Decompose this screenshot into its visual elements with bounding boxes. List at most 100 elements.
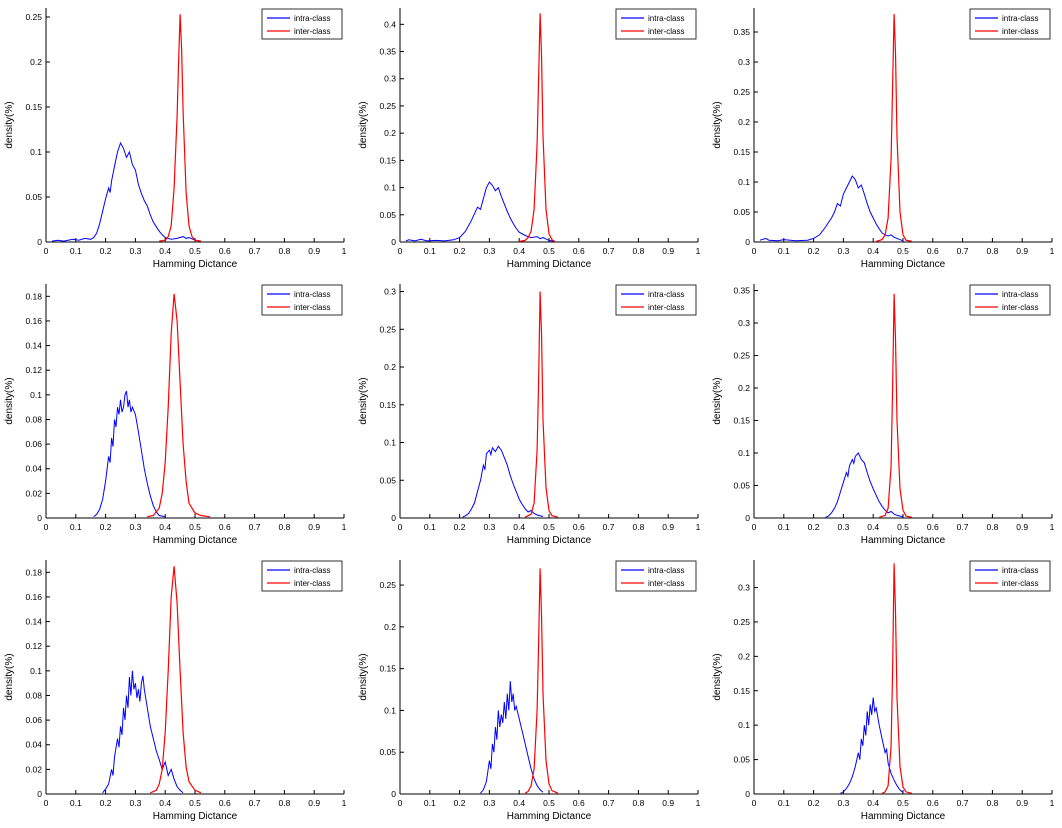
y-tick-label: 0.15 [733,416,750,426]
series-inter-class [159,14,202,242]
x-tick-label: 1 [696,798,701,808]
y-tick-label: 0.04 [25,464,42,474]
y-tick-label: 0 [391,789,396,799]
legend-label-intra-class: intra-class [1002,14,1038,23]
subplot-5: 0 0.1 0.2 0.3 0.4 0.5 0.6 0.7 0.8 0.9 1 0 0.05 0.1 0.1… [358,284,701,546]
series-intra-class [51,141,202,242]
x-tick-label: 0.1 [424,798,436,808]
legend-label-inter-class: inter-class [648,27,684,36]
x-tick-label: 0.6 [927,798,939,808]
series-inter-class [519,13,556,243]
legend-label-inter-class: inter-class [294,579,330,588]
x-tick-label: 1 [1050,246,1055,256]
y-axis-label: density(%) [4,653,15,700]
x-tick-label: 0.8 [632,246,644,256]
y-tick-label: 0.25 [733,351,750,361]
y-tick-label: 0.1 [384,438,396,448]
legend-box [261,560,343,592]
x-axis-label: Hamming Dictance [507,259,592,270]
x-tick-label: 0.6 [573,798,585,808]
y-tick-label: 0.2 [738,383,750,393]
x-tick-label: 0 [752,522,757,532]
x-tick-label: 0.2 [808,522,820,532]
y-tick-label: 0.15 [733,147,750,157]
x-tick-label: 0.2 [808,246,820,256]
y-tick-label: 0.3 [738,583,750,593]
subplot-cell-1: 0 0.1 0.2 0.3 0.4 0.5 0.6 0.7 0.8 0.9 1 0 0.05 0.1 0.1… [0,0,354,276]
subplot-9: 0 0.1 0.2 0.3 0.4 0.5 0.6 0.7 0.8 0.9 1 0 0.05 0.1 0.1… [712,560,1055,822]
subplot-cell-3: 0 0.1 0.2 0.3 0.4 0.5 0.6 0.7 0.8 0.9 1 0 0.05 0.1 0.1… [708,0,1062,276]
x-axis-label: Hamming Dictance [153,535,238,546]
x-tick-label: 0.9 [308,246,320,256]
x-tick-label: 0.4 [513,522,525,532]
x-tick-label: 0.6 [927,522,939,532]
y-tick-label: 0.06 [25,715,42,725]
x-tick-label: 0.2 [454,246,466,256]
x-tick-label: 0.6 [573,246,585,256]
subplot-cell-7: 0 0.1 0.2 0.3 0.4 0.5 0.6 0.7 0.8 0.9 1 0 0.02 0.04 0.… [0,552,354,828]
legend-label-intra-class: intra-class [294,290,330,299]
y-tick-label: 0.25 [379,580,396,590]
series-intra-class [480,681,544,794]
legend-box [615,560,697,592]
x-tick-label: 0.3 [483,522,495,532]
legend-label-inter-class: inter-class [648,579,684,588]
y-tick-label: 0.2 [384,128,396,138]
y-axis-label: density(%) [358,101,369,148]
y-tick-label: 0.3 [738,57,750,67]
series-intra-class [102,670,184,794]
x-tick-label: 0.7 [603,798,615,808]
x-tick-label: 0.5 [543,246,555,256]
x-tick-label: 0.7 [603,246,615,256]
x-tick-label: 0.1 [70,798,82,808]
x-tick-label: 0.3 [837,246,849,256]
y-tick-label: 0 [37,237,42,247]
x-tick-label: 0.9 [662,798,674,808]
y-tick-label: 0.25 [25,12,42,22]
y-axis-label: density(%) [712,653,723,700]
subplot-cell-4: 0 0.1 0.2 0.3 0.4 0.5 0.6 0.7 0.8 0.9 1 0 0.02 0.04 0.… [0,276,354,552]
x-tick-label: 0.4 [513,246,525,256]
x-tick-label: 0.4 [159,522,171,532]
y-tick-label: 0.15 [379,400,396,410]
y-tick-label: 0.25 [379,324,396,334]
y-tick-label: 0.25 [733,617,750,627]
legend-label-intra-class: intra-class [648,14,684,23]
series-intra-class [840,697,904,794]
y-tick-label: 0.02 [25,764,42,774]
x-tick-label: 0.7 [249,522,261,532]
y-tick-label: 0.15 [379,664,396,674]
y-tick-label: 0.1 [30,390,42,400]
y-tick-label: 0.15 [379,155,396,165]
y-tick-label: 0.2 [738,651,750,661]
x-tick-label: 0.1 [424,522,436,532]
x-tick-label: 0.7 [249,246,261,256]
x-tick-label: 0 [752,798,757,808]
x-tick-label: 0.8 [278,246,290,256]
x-tick-label: 1 [1050,522,1055,532]
x-tick-label: 0.1 [778,798,790,808]
y-tick-label: 0.16 [25,592,42,602]
y-tick-label: 0.12 [25,641,42,651]
x-tick-label: 0.4 [513,798,525,808]
y-tick-label: 0.3 [384,287,396,297]
x-tick-label: 0.3 [129,246,141,256]
y-tick-label: 0.1 [738,720,750,730]
y-tick-label: 0.4 [384,19,396,29]
y-tick-label: 0.05 [379,210,396,220]
subplot-6: 0 0.1 0.2 0.3 0.4 0.5 0.6 0.7 0.8 0.9 1 0 0.05 0.1 0.1… [712,284,1055,546]
series-inter-class [147,293,210,518]
x-tick-label: 1 [342,246,347,256]
y-tick-label: 0.2 [30,57,42,67]
subplot-cell-5: 0 0.1 0.2 0.3 0.4 0.5 0.6 0.7 0.8 0.9 1 0 0.05 0.1 0.1… [354,276,708,552]
y-tick-label: 0.1 [384,183,396,193]
y-tick-label: 0.1 [738,448,750,458]
y-tick-label: 0.1 [384,705,396,715]
x-tick-label: 0.1 [70,522,82,532]
legend-label-intra-class: intra-class [294,566,330,575]
y-axis-label: density(%) [358,653,369,700]
x-tick-label: 0.3 [129,798,141,808]
subplot-7: 0 0.1 0.2 0.3 0.4 0.5 0.6 0.7 0.8 0.9 1 0 0.02 0.04 0.… [4,560,347,822]
y-tick-label: 0.1 [738,177,750,187]
